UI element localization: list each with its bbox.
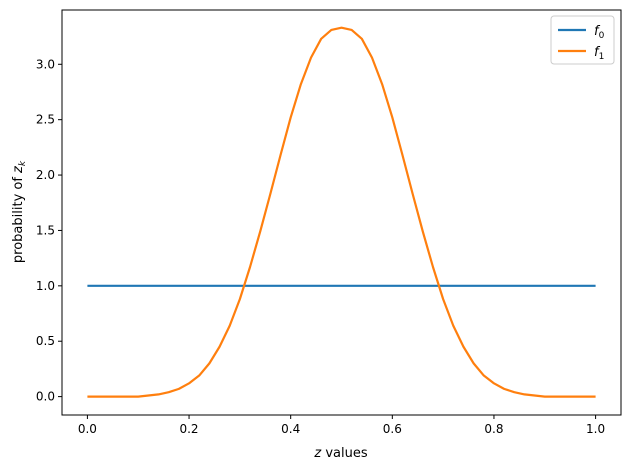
x-tick-label: 1.0 (586, 422, 605, 436)
legend-label-f1: f1 (594, 45, 604, 62)
y-tick-label: 1.5 (36, 223, 55, 237)
legend-label-f0: f0 (594, 24, 605, 41)
y-tick-label: 2.5 (36, 113, 55, 127)
y-tick-label: 3.0 (36, 57, 55, 71)
y-axis-ticks: 0.0 0.5 1.0 1.5 2.0 2.5 3.0 (36, 57, 62, 404)
plot-lines (87, 26, 596, 398)
x-axis-label: z values (313, 446, 367, 461)
axes-frame (61, 9, 622, 416)
y-axis-label: probability of zk (11, 160, 28, 263)
y-tick-label: 0.0 (36, 390, 55, 404)
legend: f0 f1 (550, 15, 615, 65)
x-tick-label: 0.4 (281, 422, 300, 436)
legend-box (550, 15, 615, 65)
x-axis-ticks: 0.0 0.2 0.4 0.6 0.8 1.0 (78, 415, 605, 436)
y-tick-label: 0.5 (36, 334, 55, 348)
y-tick-label: 2.0 (36, 168, 55, 182)
x-tick-label: 0.2 (179, 422, 198, 436)
x-tick-label: 0.8 (484, 422, 503, 436)
series-line-f1 (87, 26, 596, 398)
x-tick-label: 0.0 (78, 422, 97, 436)
y-tick-label: 1.0 (36, 279, 55, 293)
x-tick-label: 0.6 (383, 422, 402, 436)
